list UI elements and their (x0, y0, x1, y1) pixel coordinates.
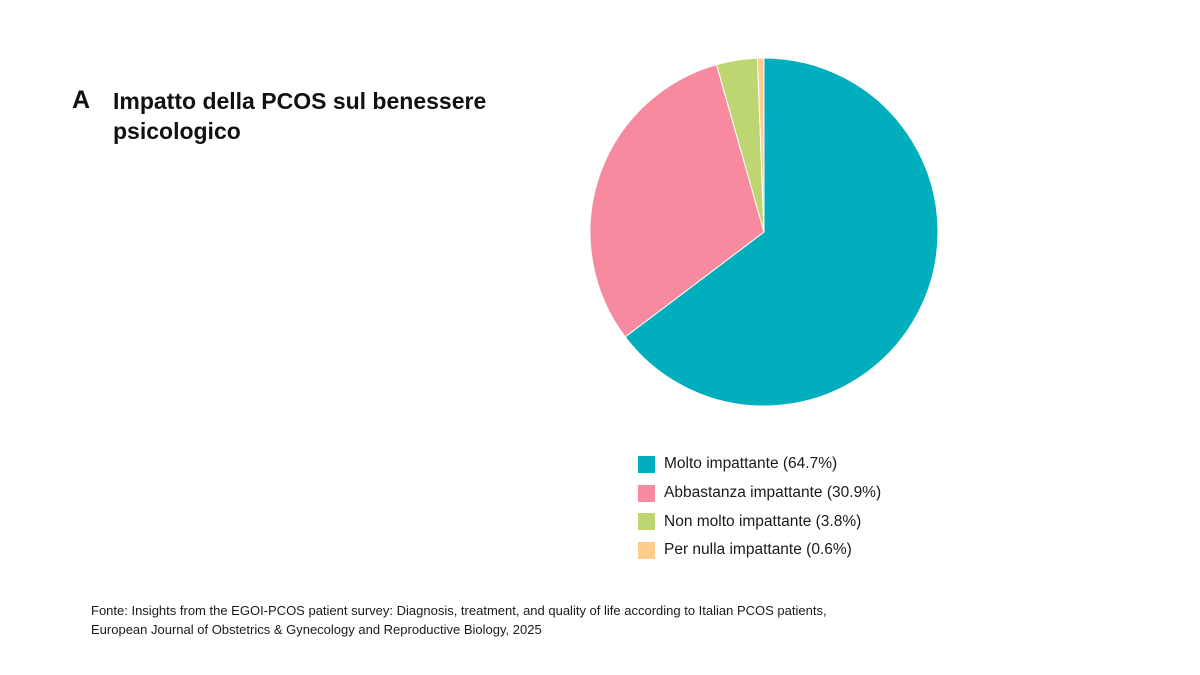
source-note: Fonte: Insights from the EGOI-PCOS patie… (91, 601, 827, 639)
panel-label: A (72, 86, 91, 114)
source-line-2: European Journal of Obstetrics & Gynecol… (91, 622, 542, 637)
legend-swatch (638, 513, 655, 531)
legend-item-per-nulla: Per nulla impattante (0.6%) (638, 536, 881, 565)
chart-title: Impatto della PCOS sul benessere psicolo… (113, 88, 487, 144)
pie-slice-abbastanza (589, 63, 765, 338)
legend-item-molto: Molto impattante (64.7%) (638, 450, 881, 479)
legend-label: Molto impattante (64.7%) (664, 455, 838, 473)
chart-legend: Molto impattante (64.7%) Abbastanza impa… (638, 450, 881, 565)
legend-swatch (638, 455, 655, 473)
legend-swatch (638, 484, 655, 502)
pie-slice-per-nulla (756, 57, 765, 233)
pie-chart (589, 57, 939, 407)
source-line-1: Fonte: Insights from the EGOI-PCOS patie… (91, 603, 827, 618)
legend-swatch (638, 541, 655, 559)
legend-label: Per nulla impattante (0.6%) (664, 541, 852, 559)
pie-slice-molto (624, 57, 939, 407)
legend-item-non-molto: Non molto impattante (3.8%) (638, 507, 881, 536)
legend-item-abbastanza: Abbastanza impattante (30.9%) (638, 479, 881, 508)
legend-label: Non molto impattante (3.8%) (664, 512, 862, 530)
legend-label: Abbastanza impattante (30.9%) (664, 484, 882, 502)
